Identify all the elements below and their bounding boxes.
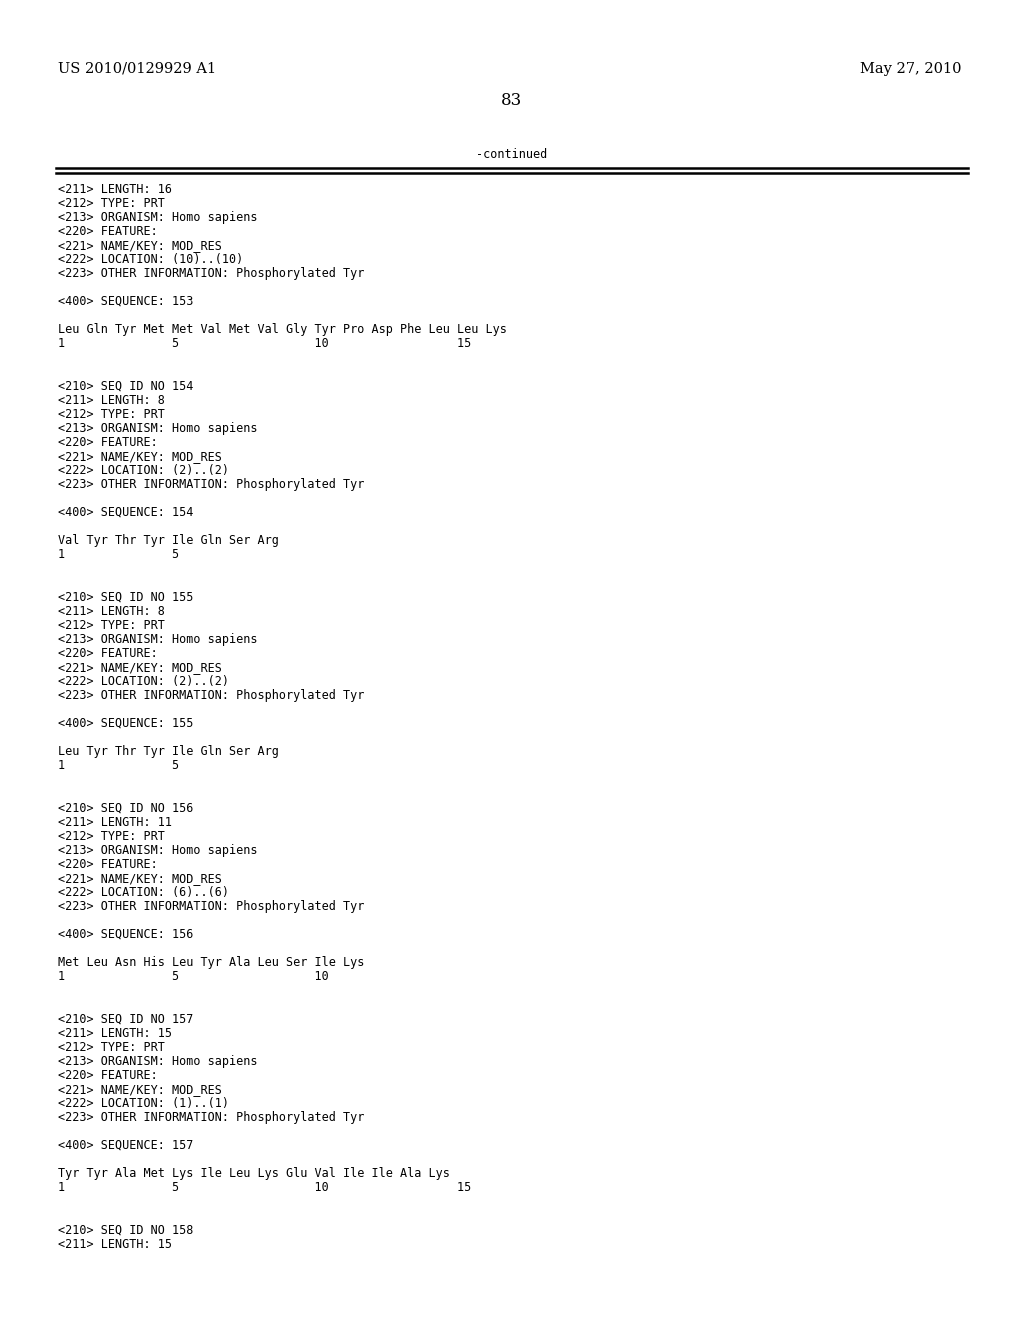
Text: <400> SEQUENCE: 153: <400> SEQUENCE: 153: [58, 294, 194, 308]
Text: 1               5                   10                  15: 1 5 10 15: [58, 1181, 471, 1195]
Text: <222> LOCATION: (6)..(6): <222> LOCATION: (6)..(6): [58, 886, 229, 899]
Text: <220> FEATURE:: <220> FEATURE:: [58, 224, 158, 238]
Text: <221> NAME/KEY: MOD_RES: <221> NAME/KEY: MOD_RES: [58, 873, 222, 884]
Text: <400> SEQUENCE: 155: <400> SEQUENCE: 155: [58, 717, 194, 730]
Text: <400> SEQUENCE: 156: <400> SEQUENCE: 156: [58, 928, 194, 941]
Text: <223> OTHER INFORMATION: Phosphorylated Tyr: <223> OTHER INFORMATION: Phosphorylated …: [58, 689, 365, 702]
Text: <211> LENGTH: 15: <211> LENGTH: 15: [58, 1027, 172, 1040]
Text: US 2010/0129929 A1: US 2010/0129929 A1: [58, 62, 216, 77]
Text: <223> OTHER INFORMATION: Phosphorylated Tyr: <223> OTHER INFORMATION: Phosphorylated …: [58, 267, 365, 280]
Text: <212> TYPE: PRT: <212> TYPE: PRT: [58, 830, 165, 843]
Text: 1               5: 1 5: [58, 759, 179, 772]
Text: <400> SEQUENCE: 157: <400> SEQUENCE: 157: [58, 1139, 194, 1152]
Text: <213> ORGANISM: Homo sapiens: <213> ORGANISM: Homo sapiens: [58, 422, 257, 436]
Text: <211> LENGTH: 15: <211> LENGTH: 15: [58, 1238, 172, 1251]
Text: May 27, 2010: May 27, 2010: [860, 62, 962, 77]
Text: <210> SEQ ID NO 158: <210> SEQ ID NO 158: [58, 1224, 194, 1237]
Text: <222> LOCATION: (1)..(1): <222> LOCATION: (1)..(1): [58, 1097, 229, 1110]
Text: <221> NAME/KEY: MOD_RES: <221> NAME/KEY: MOD_RES: [58, 661, 222, 675]
Text: <212> TYPE: PRT: <212> TYPE: PRT: [58, 1041, 165, 1053]
Text: <210> SEQ ID NO 155: <210> SEQ ID NO 155: [58, 591, 194, 605]
Text: <400> SEQUENCE: 154: <400> SEQUENCE: 154: [58, 506, 194, 519]
Text: Val Tyr Thr Tyr Ile Gln Ser Arg: Val Tyr Thr Tyr Ile Gln Ser Arg: [58, 535, 279, 546]
Text: Tyr Tyr Ala Met Lys Ile Leu Lys Glu Val Ile Ile Ala Lys: Tyr Tyr Ala Met Lys Ile Leu Lys Glu Val …: [58, 1167, 450, 1180]
Text: <212> TYPE: PRT: <212> TYPE: PRT: [58, 619, 165, 632]
Text: <210> SEQ ID NO 156: <210> SEQ ID NO 156: [58, 803, 194, 814]
Text: <223> OTHER INFORMATION: Phosphorylated Tyr: <223> OTHER INFORMATION: Phosphorylated …: [58, 478, 365, 491]
Text: <222> LOCATION: (2)..(2): <222> LOCATION: (2)..(2): [58, 675, 229, 688]
Text: Leu Gln Tyr Met Met Val Met Val Gly Tyr Pro Asp Phe Leu Leu Lys: Leu Gln Tyr Met Met Val Met Val Gly Tyr …: [58, 323, 507, 337]
Text: <213> ORGANISM: Homo sapiens: <213> ORGANISM: Homo sapiens: [58, 843, 257, 857]
Text: <220> FEATURE:: <220> FEATURE:: [58, 436, 158, 449]
Text: -continued: -continued: [476, 148, 548, 161]
Text: <220> FEATURE:: <220> FEATURE:: [58, 858, 158, 871]
Text: <212> TYPE: PRT: <212> TYPE: PRT: [58, 408, 165, 421]
Text: <213> ORGANISM: Homo sapiens: <213> ORGANISM: Homo sapiens: [58, 634, 257, 645]
Text: <213> ORGANISM: Homo sapiens: <213> ORGANISM: Homo sapiens: [58, 211, 257, 224]
Text: <211> LENGTH: 8: <211> LENGTH: 8: [58, 605, 165, 618]
Text: <211> LENGTH: 8: <211> LENGTH: 8: [58, 393, 165, 407]
Text: <212> TYPE: PRT: <212> TYPE: PRT: [58, 197, 165, 210]
Text: <220> FEATURE:: <220> FEATURE:: [58, 647, 158, 660]
Text: 1               5: 1 5: [58, 548, 179, 561]
Text: Met Leu Asn His Leu Tyr Ala Leu Ser Ile Lys: Met Leu Asn His Leu Tyr Ala Leu Ser Ile …: [58, 956, 365, 969]
Text: <210> SEQ ID NO 157: <210> SEQ ID NO 157: [58, 1012, 194, 1026]
Text: <213> ORGANISM: Homo sapiens: <213> ORGANISM: Homo sapiens: [58, 1055, 257, 1068]
Text: <220> FEATURE:: <220> FEATURE:: [58, 1069, 158, 1082]
Text: <211> LENGTH: 16: <211> LENGTH: 16: [58, 183, 172, 195]
Text: <221> NAME/KEY: MOD_RES: <221> NAME/KEY: MOD_RES: [58, 450, 222, 463]
Text: <222> LOCATION: (2)..(2): <222> LOCATION: (2)..(2): [58, 465, 229, 477]
Text: <221> NAME/KEY: MOD_RES: <221> NAME/KEY: MOD_RES: [58, 239, 222, 252]
Text: <211> LENGTH: 11: <211> LENGTH: 11: [58, 816, 172, 829]
Text: <223> OTHER INFORMATION: Phosphorylated Tyr: <223> OTHER INFORMATION: Phosphorylated …: [58, 900, 365, 913]
Text: 1               5                   10                  15: 1 5 10 15: [58, 337, 471, 350]
Text: <221> NAME/KEY: MOD_RES: <221> NAME/KEY: MOD_RES: [58, 1082, 222, 1096]
Text: <210> SEQ ID NO 154: <210> SEQ ID NO 154: [58, 380, 194, 393]
Text: 1               5                   10: 1 5 10: [58, 970, 329, 983]
Text: Leu Tyr Thr Tyr Ile Gln Ser Arg: Leu Tyr Thr Tyr Ile Gln Ser Arg: [58, 744, 279, 758]
Text: <223> OTHER INFORMATION: Phosphorylated Tyr: <223> OTHER INFORMATION: Phosphorylated …: [58, 1111, 365, 1125]
Text: 83: 83: [502, 92, 522, 110]
Text: <222> LOCATION: (10)..(10): <222> LOCATION: (10)..(10): [58, 253, 244, 267]
